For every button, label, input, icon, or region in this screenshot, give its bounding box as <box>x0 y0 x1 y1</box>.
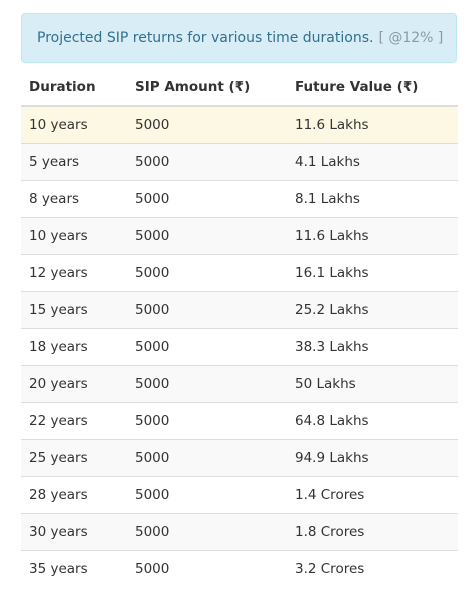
cell-future-value: 4.1 Lakhs <box>287 143 458 181</box>
table-row: 28 years 5000 1.4 Crores <box>21 476 458 514</box>
cell-duration: 5 years <box>21 143 127 181</box>
cell-sip-amount: 5000 <box>127 217 287 255</box>
cell-sip-amount: 5000 <box>127 328 287 366</box>
cell-sip-amount: 5000 <box>127 476 287 514</box>
cell-duration: 12 years <box>21 254 127 292</box>
table-row: 18 years 5000 38.3 Lakhs <box>21 328 458 366</box>
table-row: 8 years 5000 8.1 Lakhs <box>21 180 458 218</box>
cell-future-value: 11.6 Lakhs <box>287 217 458 255</box>
table-row: 25 years 5000 94.9 Lakhs <box>21 439 458 477</box>
table-row: 35 years 5000 3.2 Crores <box>21 550 458 587</box>
cell-sip-amount: 5000 <box>127 513 287 551</box>
sip-returns-table: Duration SIP Amount (₹) Future Value (₹)… <box>21 69 458 587</box>
cell-sip-amount: 5000 <box>127 439 287 477</box>
table-row: 30 years 5000 1.8 Crores <box>21 513 458 551</box>
info-alert: Projected SIP returns for various time d… <box>21 13 457 63</box>
cell-duration: 28 years <box>21 476 127 514</box>
cell-duration: 25 years <box>21 439 127 477</box>
cell-duration: 10 years <box>21 217 127 255</box>
cell-future-value: 64.8 Lakhs <box>287 402 458 440</box>
cell-future-value: 94.9 Lakhs <box>287 439 458 477</box>
header-duration: Duration <box>21 69 127 107</box>
cell-sip-amount: 5000 <box>127 254 287 292</box>
cell-sip-amount: 5000 <box>127 365 287 403</box>
cell-sip-amount: 5000 <box>127 180 287 218</box>
cell-duration: 22 years <box>21 402 127 440</box>
cell-sip-amount: 5000 <box>127 550 287 587</box>
cell-duration: 15 years <box>21 291 127 329</box>
cell-sip-amount: 5000 <box>127 291 287 329</box>
cell-future-value: 1.8 Crores <box>287 513 458 551</box>
cell-sip-amount: 5000 <box>127 402 287 440</box>
cell-duration: 30 years <box>21 513 127 551</box>
cell-duration: 18 years <box>21 328 127 366</box>
cell-future-value: 1.4 Crores <box>287 476 458 514</box>
cell-sip-amount: 5000 <box>127 105 287 144</box>
cell-duration: 8 years <box>21 180 127 218</box>
alert-text: Projected SIP returns for various time d… <box>37 30 374 46</box>
cell-sip-amount: 5000 <box>127 143 287 181</box>
table-row: 22 years 5000 64.8 Lakhs <box>21 402 458 440</box>
table-row: 12 years 5000 16.1 Lakhs <box>21 254 458 292</box>
table-row: 10 years 5000 11.6 Lakhs <box>21 217 458 255</box>
cell-future-value: 50 Lakhs <box>287 365 458 403</box>
table-row: 5 years 5000 4.1 Lakhs <box>21 143 458 181</box>
cell-future-value: 8.1 Lakhs <box>287 180 458 218</box>
header-future-value: Future Value (₹) <box>287 69 458 107</box>
cell-duration: 35 years <box>21 550 127 587</box>
cell-future-value: 38.3 Lakhs <box>287 328 458 366</box>
cell-future-value: 11.6 Lakhs <box>287 105 458 144</box>
table-row: 20 years 5000 50 Lakhs <box>21 365 458 403</box>
table-row: 10 years 5000 11.6 Lakhs <box>21 105 458 144</box>
cell-future-value: 16.1 Lakhs <box>287 254 458 292</box>
cell-duration: 20 years <box>21 365 127 403</box>
table-header-row: Duration SIP Amount (₹) Future Value (₹) <box>21 69 458 107</box>
rate-label: [ @12% ] <box>378 30 444 46</box>
header-sip-amount: SIP Amount (₹) <box>127 69 287 107</box>
cell-duration: 10 years <box>21 105 127 144</box>
cell-future-value: 3.2 Crores <box>287 550 458 587</box>
table-row: 15 years 5000 25.2 Lakhs <box>21 291 458 329</box>
cell-future-value: 25.2 Lakhs <box>287 291 458 329</box>
